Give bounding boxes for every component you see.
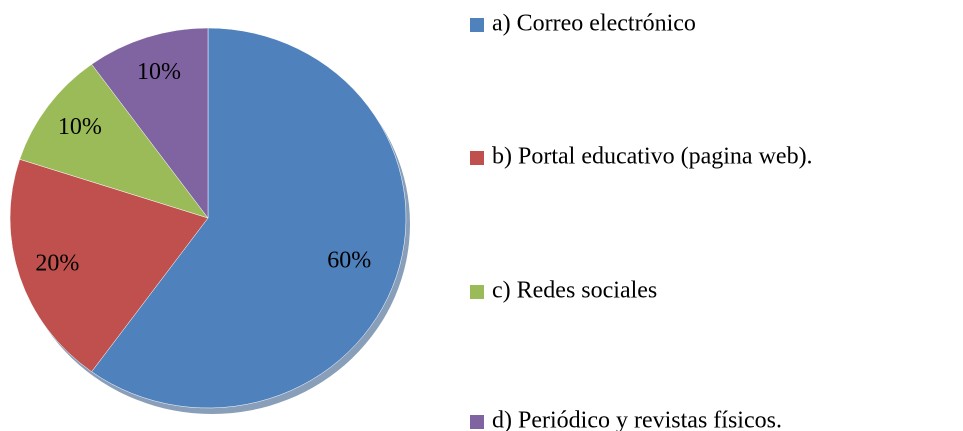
data-label: 60% (327, 248, 371, 274)
legend-label: b) Portal educativo (pagina web). (492, 144, 813, 170)
legend-swatch (470, 285, 484, 299)
legend-label: a) Correo electrónico (492, 11, 696, 37)
legend-swatch (470, 18, 484, 32)
data-label: 10% (137, 59, 181, 85)
legend-label: d) Periódico y revistas físicos. (492, 408, 782, 431)
pie-slice (9, 158, 209, 373)
pie-slice (91, 27, 209, 219)
legend-swatch (470, 151, 484, 165)
legend-label: c) Redes sociales (492, 278, 657, 304)
pie-slice (91, 27, 407, 409)
pie-slice (19, 63, 209, 219)
legend-swatch (470, 415, 484, 429)
data-label: 20% (35, 250, 79, 276)
data-label: 10% (58, 114, 102, 140)
